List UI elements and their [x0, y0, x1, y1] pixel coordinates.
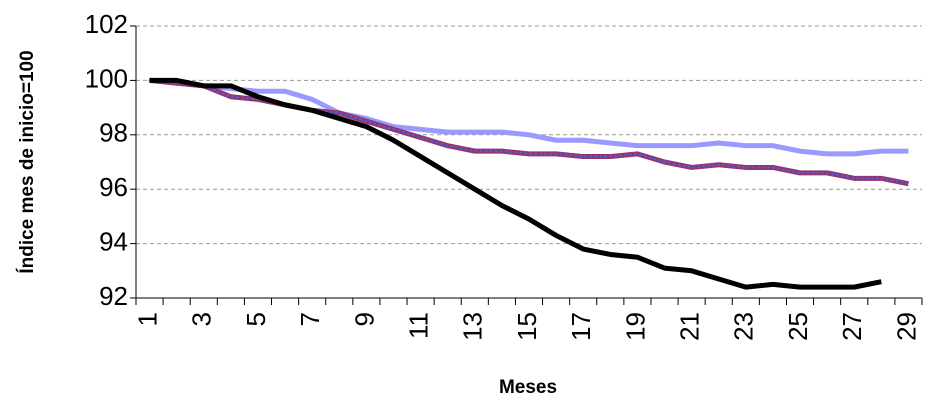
- x-tick-label: 11: [403, 312, 433, 339]
- x-tick-label: 25: [783, 312, 813, 341]
- x-tick-label: 29: [891, 312, 921, 341]
- y-tick-label: 98: [99, 118, 128, 148]
- x-tick-label: 19: [620, 312, 650, 341]
- x-tick-label: 7: [295, 312, 325, 326]
- y-tick-label: 96: [99, 172, 128, 202]
- y-tick-label: 102: [85, 9, 128, 39]
- x-axis-title: Meses: [499, 377, 557, 398]
- y-tick-label: 92: [99, 281, 128, 311]
- x-tick-label: 1: [132, 312, 162, 326]
- y-tick-label: 100: [85, 63, 128, 93]
- x-tick-label: 13: [458, 312, 488, 341]
- x-tick-label: 5: [241, 312, 271, 326]
- x-tick-label: 23: [729, 312, 759, 341]
- line-series: [149, 77, 909, 157]
- x-tick-label: 3: [187, 312, 217, 326]
- x-tick-label: 9: [349, 312, 379, 326]
- x-tick-label: 21: [674, 312, 704, 341]
- line-series: [149, 77, 882, 290]
- y-axis-title: Índice mes de inicio=100: [16, 50, 38, 273]
- x-tick-label: 17: [566, 312, 596, 341]
- x-tick-label: 15: [512, 312, 542, 341]
- y-tick-label: 94: [99, 226, 128, 256]
- x-tick-label: 27: [837, 312, 867, 341]
